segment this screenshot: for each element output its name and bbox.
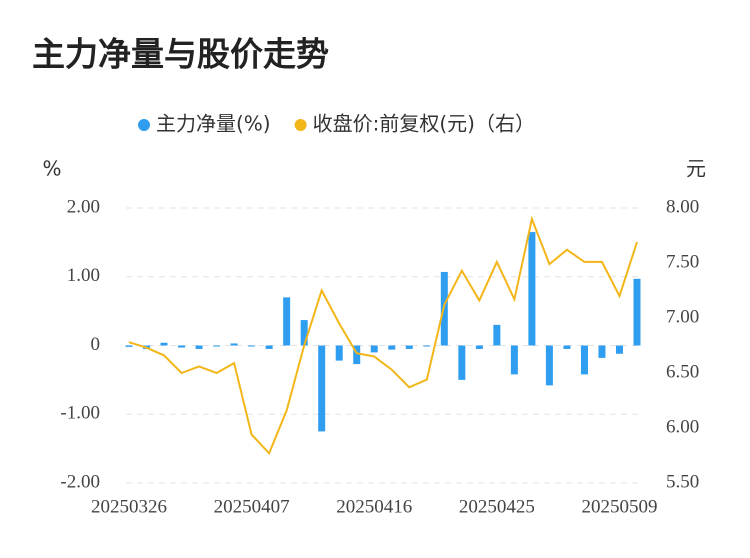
y2-tick-label: 8.00 (666, 196, 699, 217)
bar (335, 345, 343, 361)
y-tick-label: -2.00 (60, 471, 100, 492)
x-tick-label: 20250407 (214, 496, 290, 517)
bar (458, 345, 466, 380)
y-tick-label: -1.00 (60, 403, 100, 424)
bar (125, 345, 133, 347)
y2-axis-label: 元 (686, 157, 706, 181)
bar (318, 345, 326, 432)
bar (178, 345, 186, 348)
x-tick-label: 20250416 (336, 496, 412, 517)
x-tick-label: 20250326 (91, 496, 167, 517)
y2-tick-label: 6.00 (666, 416, 699, 437)
y2-tick-label: 7.00 (666, 306, 699, 327)
bar (423, 345, 431, 347)
bar (615, 345, 623, 354)
legend-label: 主力净量(%) (156, 112, 271, 136)
bar (230, 343, 238, 346)
bar (405, 345, 413, 349)
legend-label: 收盘价:前复权(元)（右） (313, 112, 535, 136)
bar (213, 345, 221, 347)
chart-title: 主力净量与股价走势 (32, 35, 329, 74)
x-tick-label: 20250425 (459, 496, 535, 517)
y2-tick-label: 5.50 (666, 471, 699, 492)
y-tick-label: 1.00 (67, 265, 100, 286)
bar (580, 345, 588, 375)
bar (493, 324, 501, 346)
bar (353, 345, 361, 365)
bar (545, 345, 553, 386)
bar (160, 342, 168, 346)
bar (633, 278, 641, 346)
bar (195, 345, 203, 349)
legend-marker (138, 119, 150, 131)
y2-tick-label: 6.50 (666, 361, 699, 382)
y-tick-label: 2.00 (67, 196, 100, 217)
bar (370, 345, 378, 353)
y2-tick-label: 7.50 (666, 251, 699, 272)
price-line (128, 215, 638, 456)
bar (528, 232, 536, 346)
x-tick-label: 20250509 (581, 496, 657, 517)
legend-marker (294, 119, 307, 131)
bar (475, 345, 483, 349)
bar (283, 297, 291, 346)
y-axis-label: % (42, 157, 61, 181)
bar (248, 345, 256, 347)
bar (388, 345, 396, 350)
bar (563, 345, 571, 349)
bar (510, 345, 518, 375)
bar (300, 320, 308, 346)
bar (598, 345, 606, 358)
bar (265, 345, 273, 349)
y-tick-label: 0 (91, 334, 101, 355)
